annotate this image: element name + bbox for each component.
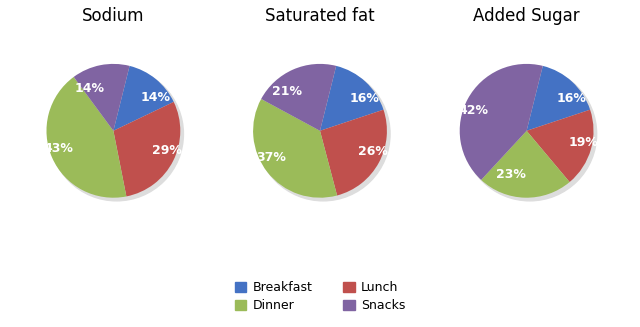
Text: 14%: 14% — [141, 91, 171, 104]
Legend: Breakfast, Dinner, Lunch, Snacks: Breakfast, Dinner, Lunch, Snacks — [230, 277, 410, 318]
Wedge shape — [261, 64, 336, 131]
Circle shape — [50, 67, 184, 201]
Text: 19%: 19% — [568, 136, 598, 149]
Wedge shape — [320, 110, 387, 196]
Wedge shape — [74, 64, 129, 131]
Text: 43%: 43% — [44, 142, 74, 155]
Wedge shape — [113, 66, 173, 131]
Text: 21%: 21% — [273, 84, 303, 97]
Circle shape — [463, 67, 596, 201]
Wedge shape — [113, 102, 180, 197]
Text: 16%: 16% — [556, 93, 586, 105]
Text: 29%: 29% — [152, 144, 182, 157]
Circle shape — [256, 67, 390, 201]
Text: 16%: 16% — [349, 93, 380, 105]
Wedge shape — [527, 110, 593, 182]
Text: 26%: 26% — [358, 145, 388, 158]
Wedge shape — [47, 77, 126, 198]
Wedge shape — [460, 64, 543, 180]
Text: 23%: 23% — [495, 168, 525, 181]
Text: 37%: 37% — [256, 151, 286, 164]
Text: 14%: 14% — [75, 82, 105, 95]
Wedge shape — [253, 99, 337, 198]
Wedge shape — [481, 131, 570, 198]
Text: 42%: 42% — [458, 104, 488, 117]
Wedge shape — [527, 66, 590, 131]
Title: Sodium: Sodium — [82, 7, 145, 25]
Title: Saturated fat: Saturated fat — [265, 7, 375, 25]
Wedge shape — [320, 66, 383, 131]
Title: Added Sugar: Added Sugar — [474, 7, 580, 25]
